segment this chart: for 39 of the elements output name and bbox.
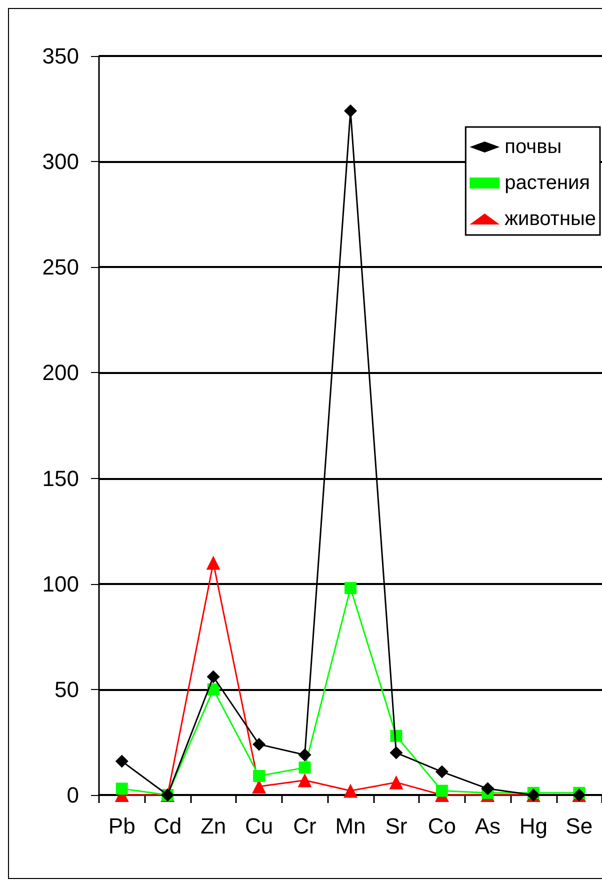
point — [206, 670, 220, 684]
x-tick-label: Cu — [244, 814, 274, 838]
point — [344, 104, 357, 118]
x-tick-label: Co — [428, 814, 456, 838]
point — [298, 773, 312, 788]
x-tick-label: Se — [566, 814, 593, 838]
y-tick-label: 350 — [42, 44, 79, 68]
x-tick-label: Sr — [385, 814, 408, 838]
y-tick-label: 0 — [66, 782, 79, 808]
y-tick-label: 250 — [42, 254, 79, 280]
x-tick-label: Cr — [293, 814, 316, 838]
x-tick-label: As — [474, 814, 501, 838]
x-tick-label: Pb — [108, 814, 136, 838]
y-tick-label: 200 — [42, 360, 79, 386]
point — [298, 762, 311, 774]
point — [344, 582, 356, 594]
point — [253, 770, 266, 782]
point — [298, 748, 312, 762]
point — [436, 784, 448, 797]
point — [115, 754, 128, 768]
point — [252, 738, 266, 751]
point — [435, 765, 448, 778]
y-tick-label: 300 — [42, 149, 79, 174]
y-tick-label: 150 — [42, 466, 79, 491]
x-tick-label: Zn — [200, 814, 226, 838]
point — [390, 746, 403, 760]
x-tick-label: Cd — [154, 814, 182, 838]
x-tick-label: Mn — [335, 814, 366, 838]
x-tick-label: Hg — [519, 814, 548, 838]
point — [116, 782, 128, 795]
point — [206, 556, 220, 570]
legend-label: растения — [504, 172, 590, 194]
point — [389, 775, 404, 790]
y-tick-label: 50 — [54, 676, 79, 702]
legend-label: животные — [504, 208, 596, 230]
point — [481, 782, 494, 796]
y-tick-label: 100 — [42, 571, 79, 596]
point — [344, 784, 358, 798]
legend-label: почвы — [504, 136, 562, 158]
